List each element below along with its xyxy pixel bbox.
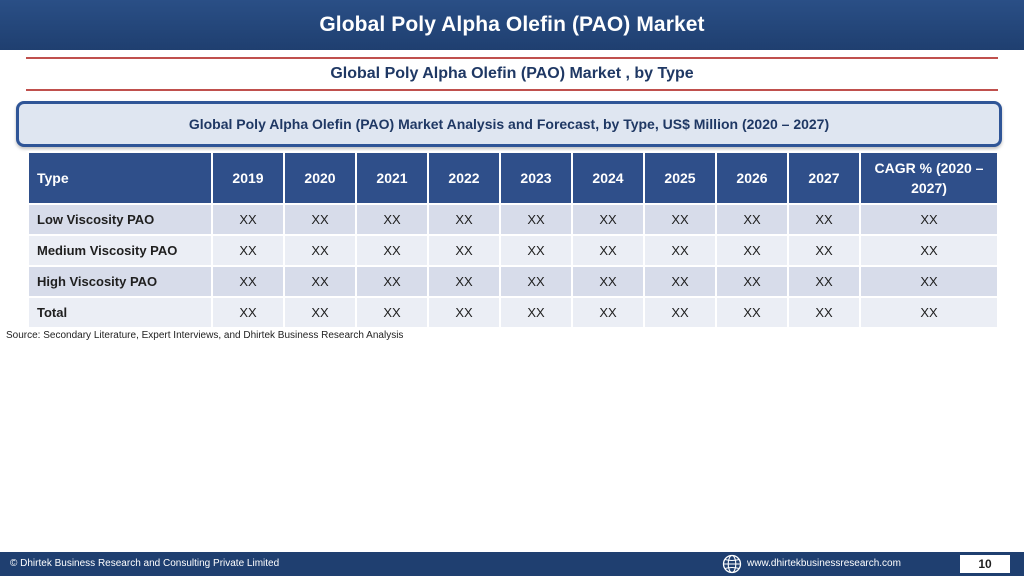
table-cell: XX — [357, 205, 427, 234]
header-bar: Global Poly Alpha Olefin (PAO) Market — [0, 0, 1024, 50]
table-cell: XX — [429, 205, 499, 234]
website-link[interactable]: www.dhirtekbusinessresearch.com — [747, 558, 901, 569]
column-header-2023: 2023 — [501, 153, 571, 203]
table-cell: XX — [645, 298, 715, 327]
table-cell: XX — [789, 205, 859, 234]
table-cell: XX — [501, 205, 571, 234]
table-cell: XX — [285, 298, 355, 327]
table-cell: XX — [213, 205, 283, 234]
column-header-2026: 2026 — [717, 153, 787, 203]
table-cell: XX — [501, 236, 571, 265]
table-cell: XX — [573, 205, 643, 234]
row-label: Low Viscosity PAO — [29, 205, 211, 234]
source-note: Source: Secondary Literature, Expert Int… — [6, 330, 404, 341]
copyright-text: © Dhirtek Business Research and Consulti… — [10, 558, 280, 569]
table-cell: XX — [717, 236, 787, 265]
section-subtitle: Global Poly Alpha Olefin (PAO) Market , … — [330, 65, 694, 82]
table-caption-banner: Global Poly Alpha Olefin (PAO) Market An… — [16, 101, 1002, 147]
table-cell: XX — [861, 205, 997, 234]
table-cell: XX — [645, 236, 715, 265]
table-cell: XX — [789, 267, 859, 296]
table-cell: XX — [861, 236, 997, 265]
table-cell: XX — [861, 298, 997, 327]
bottom-divider — [26, 89, 998, 91]
table-cell: XX — [717, 267, 787, 296]
table-cell: XX — [861, 267, 997, 296]
table-cell: XX — [429, 267, 499, 296]
table-cell: XX — [573, 298, 643, 327]
top-divider — [26, 57, 998, 59]
table-cell: XX — [357, 298, 427, 327]
table-cell: XX — [429, 298, 499, 327]
table-cell: XX — [501, 298, 571, 327]
column-header-2022: 2022 — [429, 153, 499, 203]
table-caption: Global Poly Alpha Olefin (PAO) Market An… — [188, 116, 830, 132]
table-cell: XX — [285, 236, 355, 265]
column-header-2020: 2020 — [285, 153, 355, 203]
table-cell: XX — [717, 205, 787, 234]
row-label: Total — [29, 298, 211, 327]
table-cell: XX — [501, 267, 571, 296]
column-header-2025: 2025 — [645, 153, 715, 203]
market-table: Type 2019 2020 2021 2022 2023 2024 2025 … — [27, 151, 999, 329]
table-header-row: Type 2019 2020 2021 2022 2023 2024 2025 … — [29, 153, 997, 203]
table-cell: XX — [429, 236, 499, 265]
table-cell: XX — [717, 298, 787, 327]
table-cell: XX — [789, 298, 859, 327]
table-cell: XX — [213, 298, 283, 327]
column-header-type: Type — [29, 153, 211, 203]
table-row-medium-viscosity: Medium Viscosity PAO XX XX XX XX XX XX X… — [29, 236, 997, 265]
table-cell: XX — [573, 267, 643, 296]
table-cell: XX — [357, 236, 427, 265]
table-cell: XX — [357, 267, 427, 296]
table-cell: XX — [285, 267, 355, 296]
column-header-2019: 2019 — [213, 153, 283, 203]
table-cell: XX — [285, 205, 355, 234]
table-row-total: Total XX XX XX XX XX XX XX XX XX XX — [29, 298, 997, 327]
page-number: 10 — [960, 555, 1010, 573]
table-cell: XX — [645, 267, 715, 296]
table-cell: XX — [213, 236, 283, 265]
table-cell: XX — [789, 236, 859, 265]
table-cell: XX — [213, 267, 283, 296]
column-header-2021: 2021 — [357, 153, 427, 203]
globe-icon — [722, 554, 742, 574]
row-label: Medium Viscosity PAO — [29, 236, 211, 265]
table-cell: XX — [645, 205, 715, 234]
page-title: Global Poly Alpha Olefin (PAO) Market — [319, 13, 705, 36]
row-label: High Viscosity PAO — [29, 267, 211, 296]
table-row-low-viscosity: Low Viscosity PAO XX XX XX XX XX XX XX X… — [29, 205, 997, 234]
column-header-2027: 2027 — [789, 153, 859, 203]
footer-bar: © Dhirtek Business Research and Consulti… — [0, 552, 1024, 576]
table-row-high-viscosity: High Viscosity PAO XX XX XX XX XX XX XX … — [29, 267, 997, 296]
column-header-cagr: CAGR % (2020 – 2027) — [861, 153, 997, 203]
column-header-2024: 2024 — [573, 153, 643, 203]
table-cell: XX — [573, 236, 643, 265]
